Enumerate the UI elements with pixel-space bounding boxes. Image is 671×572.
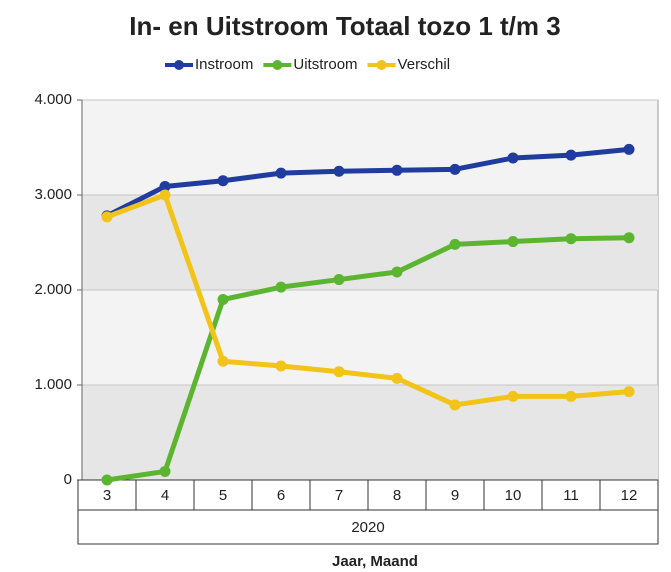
data-point (101, 211, 113, 223)
legend-marker (376, 60, 387, 70)
data-point (507, 390, 519, 402)
legend-label: Uitstroom (293, 56, 357, 73)
data-point (159, 465, 171, 477)
series-line (105, 146, 630, 219)
y-tick-label: 2.000 (34, 281, 72, 298)
y-tick-label: 0 (64, 471, 72, 488)
category-cell (367, 479, 427, 511)
data-point (507, 236, 519, 248)
x-tick-label: 3 (103, 487, 111, 504)
data-point (159, 180, 171, 192)
y-tick-label: 4.000 (34, 91, 72, 108)
data-point (507, 152, 519, 164)
data-point (333, 165, 345, 177)
y-tick-label: 1.000 (34, 376, 72, 393)
group-label: 2020 (351, 519, 384, 536)
data-point (449, 163, 461, 175)
data-point (333, 274, 345, 286)
data-point (217, 175, 229, 187)
x-tick-label: 9 (451, 487, 459, 504)
category-cell (425, 479, 485, 511)
x-tick-label: 7 (335, 487, 343, 504)
legend-marker (174, 60, 184, 70)
data-point (217, 294, 229, 305)
data-point (449, 399, 461, 411)
group-cell (77, 509, 659, 545)
legend-marker (272, 60, 283, 70)
x-tick-label: 12 (621, 487, 638, 504)
category-cell (483, 479, 543, 511)
x-tick-label: 8 (393, 487, 401, 504)
x-axis-label: Jaar, Maand (332, 553, 418, 570)
data-point (217, 355, 229, 367)
data-point (275, 281, 287, 293)
data-point (275, 360, 287, 372)
series-line (106, 192, 630, 408)
category-cell (309, 479, 369, 511)
x-tick-label: 10 (505, 487, 522, 504)
data-point (159, 189, 171, 201)
data-point (101, 474, 113, 486)
data-point (565, 390, 577, 402)
data-point (333, 366, 345, 378)
data-point (391, 372, 403, 384)
category-cell (135, 479, 195, 511)
data-point (623, 232, 635, 244)
data-point (565, 149, 577, 161)
legend-label: Verschil (398, 56, 451, 73)
data-point (623, 386, 635, 398)
data-point (275, 167, 287, 179)
data-point (565, 233, 577, 245)
category-cell (599, 479, 659, 511)
x-tick-label: 4 (161, 487, 169, 504)
data-point (623, 143, 635, 155)
x-tick-label: 6 (277, 487, 285, 504)
series-line (106, 235, 630, 483)
data-point (449, 238, 461, 250)
x-tick-label: 5 (219, 487, 227, 504)
data-point (391, 266, 403, 278)
y-tick-label: 3.000 (34, 186, 72, 203)
chart-title: In- en Uitstroom Totaal tozo 1 t/m 3 (129, 11, 560, 41)
x-tick-label: 11 (563, 487, 579, 504)
legend-label: Instroom (195, 56, 253, 73)
data-point (391, 164, 403, 176)
